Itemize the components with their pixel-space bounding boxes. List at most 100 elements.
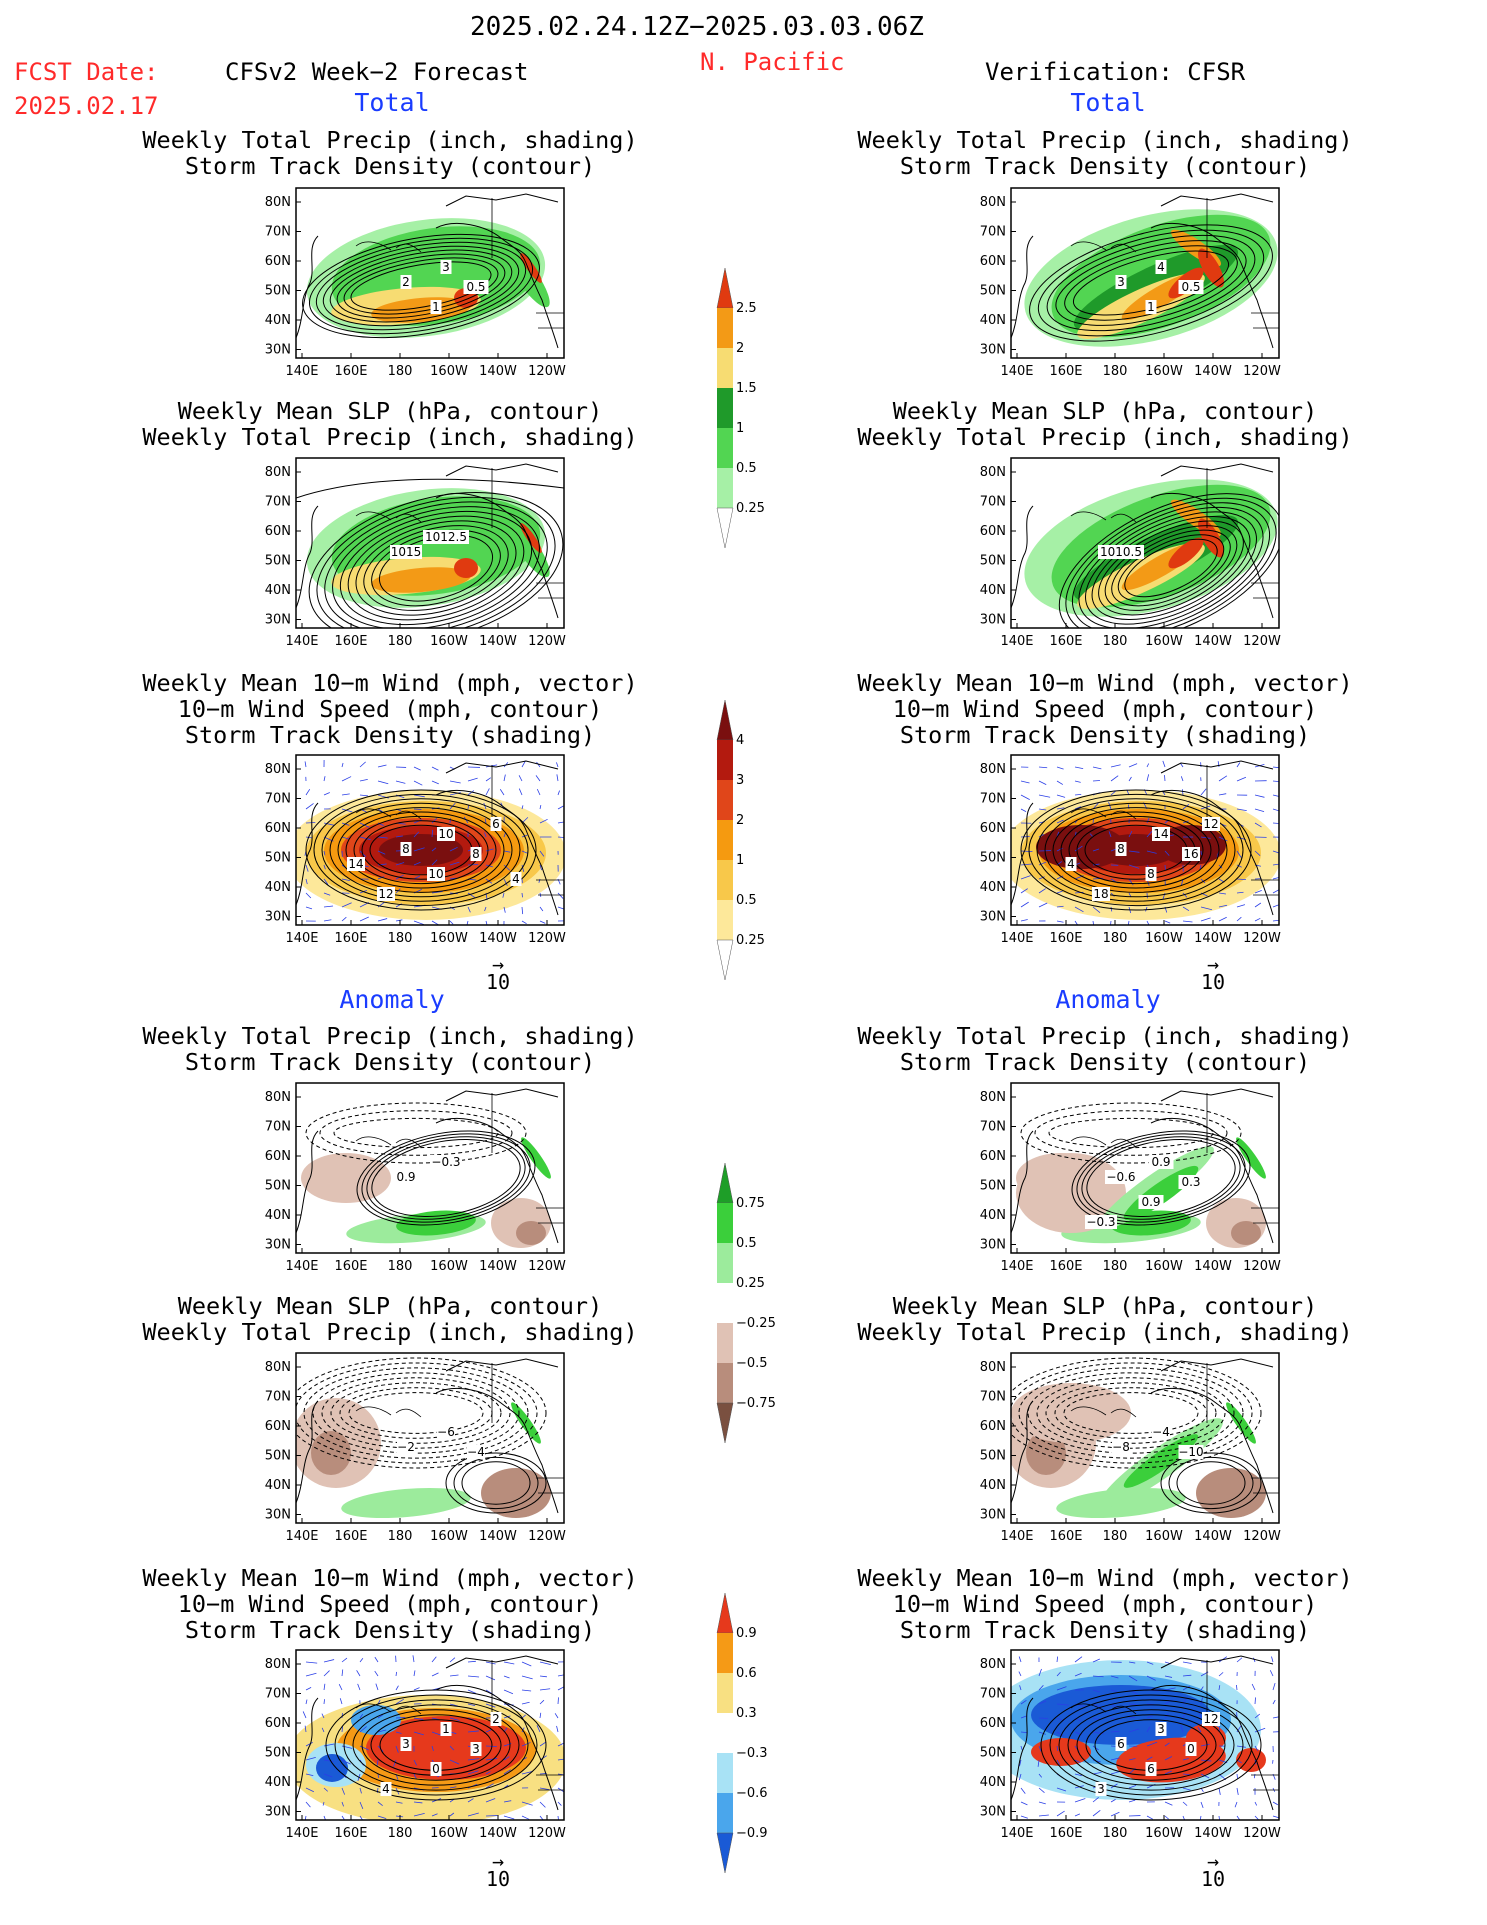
wind-vector [1038, 1731, 1046, 1735]
contour-line [1071, 502, 1271, 628]
wind-vector [1110, 790, 1117, 796]
wind-vector [1254, 1745, 1259, 1751]
wind-vector [341, 776, 352, 782]
colorbar-segment [717, 1673, 733, 1713]
colorbar-cap [716, 1592, 734, 1634]
lat-tick-label: 70N [265, 225, 291, 240]
wind-vector [1145, 906, 1148, 912]
wind-vector [557, 790, 560, 796]
wind-vector [305, 906, 313, 910]
contour-line [1068, 815, 1204, 885]
lon-tick-label: 140W [479, 634, 517, 649]
contour-label-box [427, 867, 445, 881]
colorbar-cap [716, 939, 734, 981]
contour-line [350, 261, 492, 311]
wind-vector [304, 1815, 307, 1820]
lon-tick-label: 160W [430, 634, 468, 649]
coastline [1011, 505, 1034, 609]
wind-vector [539, 850, 545, 857]
lat-tick-label: 80N [265, 1090, 291, 1105]
shading-blob [379, 834, 463, 866]
contour-label: 8 [1147, 867, 1155, 881]
wind-vector [1074, 780, 1081, 783]
contour-label-box [1092, 887, 1110, 901]
wind-vector [1236, 1657, 1243, 1663]
wind-vector [1199, 864, 1202, 869]
contour-label-box [440, 260, 452, 274]
wind-vector [431, 780, 439, 785]
colorbar-label: 0.25 [736, 501, 765, 516]
coastline [445, 193, 559, 207]
wind-vector [539, 1675, 547, 1678]
map-left-precip-anom: 0.9 −0.3 80N 70N 60N 50N 40N 30N 140E 160E 180 160W… [254, 1082, 572, 1279]
wind-vector [323, 1787, 329, 1792]
wind-vector [323, 1773, 333, 1778]
wind-vector [539, 1712, 542, 1719]
colorbar-segment [717, 860, 733, 900]
map-right-wind-total: 8 14 16 8 18 12 4 80N 70N 60N 50N 40N 30N 140E 160E 180… [969, 754, 1287, 951]
contour-line [345, 811, 497, 889]
wind-vector [341, 878, 350, 881]
wind-vector [1128, 1799, 1136, 1803]
wind-vector [323, 1683, 326, 1691]
wind-vector [305, 788, 311, 796]
wind-vector [1271, 1656, 1274, 1663]
coastline [435, 1684, 559, 1811]
map-left-slp-anom: −2 −6 −4 80N 70N 60N 50N 40N 30N 140E 160E 180 160W 1… [254, 1352, 572, 1549]
wind-vector [359, 1713, 364, 1719]
lat-tick-label: 60N [980, 524, 1006, 539]
wind-vector [1236, 916, 1242, 922]
wind-vector [1056, 1759, 1061, 1765]
wind-vector [518, 775, 523, 782]
wind-vector [1180, 1724, 1184, 1733]
wind-vector [1074, 845, 1083, 852]
coastline [435, 492, 559, 619]
colorbar-label: −0.3 [736, 1746, 768, 1761]
wind-vector [1020, 794, 1030, 800]
wind-vector [1020, 850, 1033, 853]
lat-tick-label: 70N [265, 1390, 291, 1405]
lon-tick-label: 140E [285, 931, 318, 946]
lon-tick-label: 180 [1103, 634, 1128, 649]
wind-vector [1092, 1689, 1100, 1693]
wind-vector [305, 1787, 315, 1793]
wind-vector [431, 1672, 439, 1677]
contour-line [1065, 497, 1277, 628]
wind-vector [1269, 1670, 1274, 1677]
wind-vector [499, 789, 505, 796]
contour-line [1091, 515, 1251, 621]
left-total-heading: Total [354, 88, 430, 117]
contour-line [296, 478, 564, 499]
lon-tick-label: 180 [1103, 1529, 1128, 1544]
contour-line [296, 1357, 547, 1469]
contour-line [347, 515, 525, 621]
lon-tick-label: 140W [479, 1529, 517, 1544]
wind-vector [1020, 1731, 1028, 1734]
wind-vector [323, 850, 326, 856]
wind-vector [431, 817, 438, 824]
lat-tick-label: 50N [980, 284, 1006, 299]
lat-tick-label: 70N [265, 495, 291, 510]
lat-tick-label: 60N [980, 1419, 1006, 1434]
wind-vector [1254, 917, 1261, 922]
wind-vector [1038, 876, 1045, 880]
wind-vector [1110, 848, 1117, 852]
plot-frame [295, 457, 565, 629]
wind-vector [1056, 1731, 1064, 1737]
contour-label: 8 [402, 842, 410, 856]
lon-tick-label: 160W [1145, 1529, 1183, 1544]
wind-vector [1200, 1743, 1210, 1747]
colorbar-cap [716, 1832, 734, 1874]
wind-vector [377, 1801, 383, 1806]
vector-ref-left-total: → 10 [485, 952, 511, 994]
contour-line [1071, 1130, 1251, 1226]
wind-vector [1164, 1815, 1169, 1820]
wind-vector [304, 1725, 307, 1733]
contour-line [1067, 1704, 1235, 1786]
contour-line [1072, 250, 1230, 316]
wind-vector [305, 1801, 311, 1808]
contour-line [361, 1709, 511, 1781]
coastline [445, 760, 559, 774]
wind-vector [1056, 1810, 1065, 1817]
lat-tick-label: 80N [980, 1090, 1006, 1105]
